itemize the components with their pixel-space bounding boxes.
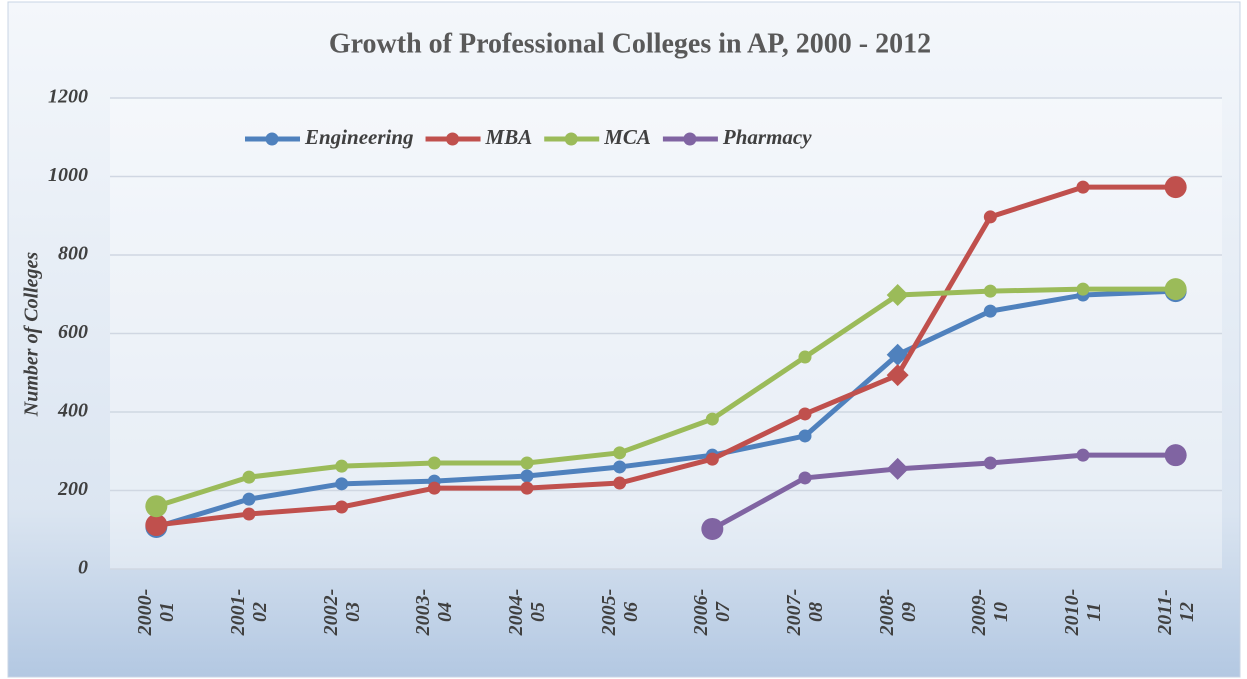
point-marker [798, 407, 812, 421]
point-marker [886, 284, 909, 307]
x-tick-label: 2010-11 [1061, 588, 1105, 636]
point-marker [520, 456, 534, 470]
point-marker [335, 477, 349, 491]
point-marker [335, 500, 349, 514]
legend-marker [564, 132, 578, 146]
y-tick-label: 600 [58, 321, 88, 343]
legend-label: Engineering [304, 125, 414, 149]
x-tick-label: 2003-04 [412, 588, 457, 636]
point-marker [242, 470, 256, 484]
point-marker [705, 452, 719, 466]
series-line [155, 288, 1176, 530]
x-tick-label: 2006-07 [690, 588, 735, 636]
x-tick-label: 2004-05 [505, 588, 549, 636]
y-tick-label: 400 [57, 400, 88, 422]
series-line [711, 452, 1176, 532]
x-tick-label: 2005-06 [597, 588, 642, 636]
point-marker [1076, 180, 1090, 194]
point-marker [335, 459, 349, 473]
y-axis-label: Number of Colleges [21, 252, 43, 418]
y-tick-label: 1200 [48, 86, 88, 108]
series-line [156, 184, 1176, 528]
y-tick-label: 1000 [48, 164, 88, 186]
y-tick-label: 800 [58, 243, 88, 265]
point-marker [427, 456, 441, 470]
legend-marker [265, 132, 279, 146]
point-marker [983, 456, 997, 470]
legend-label: Pharmacy [722, 125, 812, 149]
point-marker [701, 517, 724, 540]
point-marker [242, 492, 256, 506]
point-marker [798, 429, 812, 443]
point-marker [1076, 448, 1090, 462]
point-marker [613, 460, 627, 474]
point-marker [145, 514, 168, 537]
y-tick-label: 0 [78, 557, 88, 579]
point-marker [1164, 444, 1187, 467]
x-tick-label: 2002-03 [319, 588, 364, 636]
x-tick-label: 2008-09 [875, 588, 920, 636]
x-tick-label: 2000-01 [134, 588, 179, 636]
point-marker [983, 210, 997, 224]
point-marker [983, 284, 997, 298]
legend-marker [446, 132, 460, 146]
point-marker [1076, 282, 1090, 296]
point-marker [613, 476, 627, 490]
point-marker [242, 507, 256, 521]
x-tick-label: 2001-02 [227, 588, 271, 636]
y-tick-label: 200 [57, 478, 88, 500]
legend-marker [683, 132, 697, 146]
series-line [155, 286, 1176, 509]
point-marker [798, 350, 812, 364]
point-marker [613, 446, 627, 460]
chart-title: Growth of Professional Colleges in AP, 2… [329, 28, 931, 59]
point-marker [1164, 278, 1187, 301]
legend-label: MBA [485, 125, 533, 149]
point-marker [1164, 176, 1187, 199]
legend-label: MCA [603, 125, 651, 149]
point-marker [983, 304, 997, 318]
point-marker [886, 457, 909, 480]
x-tick-label: 2009-10 [968, 588, 1013, 636]
point-marker [427, 481, 441, 495]
point-marker [520, 481, 534, 495]
point-marker [520, 469, 534, 483]
point-marker [886, 343, 909, 366]
point-marker [705, 412, 719, 426]
point-marker [886, 364, 909, 387]
chart-background [7, 1, 1241, 678]
point-marker [798, 471, 812, 485]
x-tick-label: 2007-08 [783, 588, 827, 636]
point-marker [145, 495, 168, 518]
x-tick-label: 2011-12 [1153, 589, 1198, 635]
